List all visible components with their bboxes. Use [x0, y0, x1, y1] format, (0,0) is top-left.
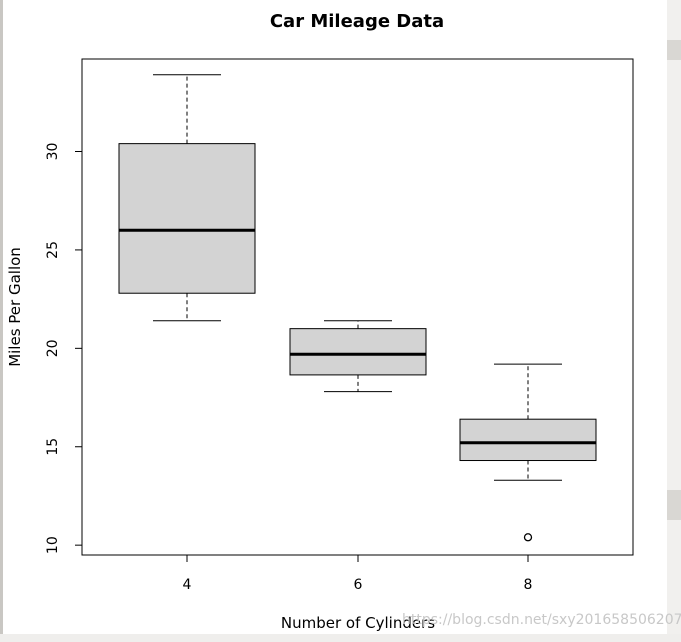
background-band [667, 490, 681, 520]
watermark: https://blog.csdn.net/sxy201658506207 [402, 612, 681, 628]
box-4 [118, 74, 256, 322]
y-tick-label: 10 [45, 536, 61, 554]
x-axis: 4 6 8 [183, 554, 533, 593]
y-tick-label: 30 [45, 143, 61, 161]
boxplot-chart: Car Mileage Data 10 15 20 25 30 4 6 8 Number o… [6, 11, 634, 632]
y-axis-label: Miles Per Gallon [6, 247, 24, 367]
background-band [667, 40, 681, 60]
y-tick-label: 20 [45, 339, 61, 357]
iqr-box [118, 143, 256, 294]
y-tick-label: 25 [45, 241, 61, 259]
y-tick-label: 15 [45, 438, 61, 456]
background-window-edge-right [667, 0, 681, 642]
x-axis-label: Number of Cylinders [281, 614, 435, 632]
outlier-point [523, 533, 533, 542]
box-6 [289, 320, 427, 393]
x-tick-label: 4 [183, 577, 192, 593]
x-tick-label: 8 [524, 577, 533, 593]
x-tick-label: 6 [354, 577, 363, 593]
box-8 [459, 363, 597, 542]
background-window-edge-bottom [0, 634, 681, 642]
chart-title: Car Mileage Data [270, 11, 444, 32]
y-axis: 10 15 20 25 30 [45, 143, 83, 554]
iqr-box [289, 328, 427, 376]
iqr-box [459, 418, 597, 462]
boxes-group [118, 74, 597, 542]
background-window-edge-left [0, 0, 3, 642]
